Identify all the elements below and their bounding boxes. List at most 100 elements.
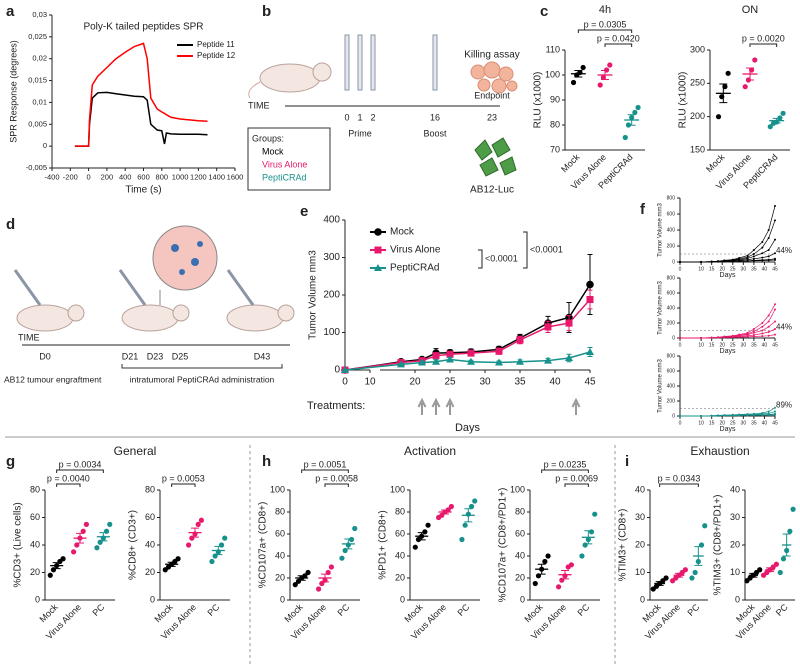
engraftment-label: AB12 tumour engraftment	[4, 374, 102, 384]
data-point	[71, 549, 77, 555]
y-tick-label: 30	[635, 512, 645, 522]
treatment-arrow	[445, 397, 455, 415]
y-tick-label: 20	[145, 567, 155, 577]
syringes	[13, 269, 255, 306]
p-value: p = 0.0235	[544, 459, 587, 469]
day-label: 23	[487, 112, 497, 122]
mouse-body	[16, 304, 74, 332]
data-point	[757, 567, 763, 573]
x-tick-label: 0	[342, 377, 348, 388]
x-tick-label: 35	[751, 420, 757, 426]
cell	[474, 139, 493, 161]
x-tick-label: 35	[751, 342, 757, 348]
comparison-bracket	[56, 469, 104, 473]
marker	[774, 205, 776, 207]
y-tick-label: 100	[270, 484, 285, 494]
comparison-bracket	[541, 469, 589, 473]
y-tick-label: 200	[690, 111, 705, 121]
marker	[752, 414, 755, 417]
y-tick-label: 600	[667, 211, 676, 217]
y-tick-label: 0	[334, 365, 340, 376]
comparison-bracket	[56, 483, 81, 487]
marker	[544, 356, 552, 364]
marker	[752, 249, 755, 251]
annotation: 44%	[776, 246, 792, 255]
x-tick-label: 0	[679, 342, 682, 348]
data-point	[592, 511, 598, 517]
cell	[498, 66, 514, 82]
marker	[723, 260, 726, 263]
x-tick-label: PC	[686, 602, 702, 618]
chart-title: 4h	[599, 4, 611, 16]
cell	[491, 137, 511, 158]
cell	[506, 80, 518, 92]
x-tick-label: Mock	[559, 152, 582, 175]
y-axis-label: Tumor Volume mm3	[308, 250, 319, 340]
data-point	[316, 586, 322, 592]
legend-label: Mock	[390, 227, 415, 238]
marker	[710, 260, 713, 263]
tumor-zoom	[152, 225, 218, 291]
particle	[179, 269, 185, 275]
y-tick-label: 0	[280, 594, 285, 604]
day-label: 0	[344, 112, 349, 122]
syringe	[357, 34, 363, 91]
y-tick-label: 0,015	[28, 76, 47, 85]
syringe	[226, 269, 255, 306]
data-point	[787, 528, 793, 534]
y-tick-label: 0,025	[28, 32, 47, 41]
marker	[710, 414, 713, 417]
legend-label: Peptide 12	[197, 51, 236, 60]
marker	[746, 335, 749, 338]
error-bar	[584, 530, 593, 545]
data-point	[580, 64, 586, 71]
marker	[761, 414, 764, 417]
error-bar	[574, 70, 583, 78]
x-tick-label: 600	[137, 172, 150, 181]
syringe	[344, 34, 350, 91]
series-line	[680, 334, 776, 339]
data-point	[107, 521, 113, 527]
data-point	[292, 582, 298, 588]
marker	[565, 319, 573, 327]
marker	[761, 335, 764, 338]
panel-letter: d	[6, 216, 15, 233]
chart-title: ON	[742, 4, 759, 16]
p-value: p = 0.0053	[162, 473, 205, 483]
marker	[767, 237, 770, 239]
x-tick-label: PC	[91, 602, 107, 618]
comparison-bracket	[749, 43, 778, 47]
y-tick-label: 0	[35, 594, 40, 604]
data-point	[47, 572, 53, 578]
marker	[761, 325, 764, 328]
error-bar	[167, 561, 176, 567]
y-tick-label: 0	[520, 594, 525, 604]
x-tick-label: 15	[709, 266, 715, 272]
series-line	[680, 239, 776, 263]
p-value: p = 0.0034	[59, 459, 102, 469]
y-tick-label: 40	[635, 484, 645, 494]
data-point	[425, 522, 431, 528]
marker	[700, 337, 703, 339]
stat-bracket	[523, 231, 528, 269]
data-point	[542, 558, 548, 565]
data-point	[348, 536, 355, 543]
y-axis-label: RLU (x1000)	[533, 72, 544, 129]
x-tick-label: PC	[206, 602, 222, 618]
y-tick-label: 20	[515, 572, 525, 582]
marker	[565, 354, 573, 361]
x-tick-label: 800	[156, 172, 169, 181]
marker	[738, 414, 741, 417]
marker	[544, 323, 552, 331]
comparison-bracket	[564, 483, 589, 487]
marker	[710, 336, 713, 339]
groups-box	[247, 127, 331, 191]
marker	[767, 249, 770, 251]
y-tick-label: 80	[145, 484, 155, 494]
data-point	[632, 109, 638, 116]
x-tick-label: 25	[730, 342, 736, 348]
cell	[491, 78, 507, 94]
y-axis-label: RLU (x1000)	[678, 72, 689, 129]
marker	[767, 320, 770, 323]
marker	[586, 280, 594, 289]
